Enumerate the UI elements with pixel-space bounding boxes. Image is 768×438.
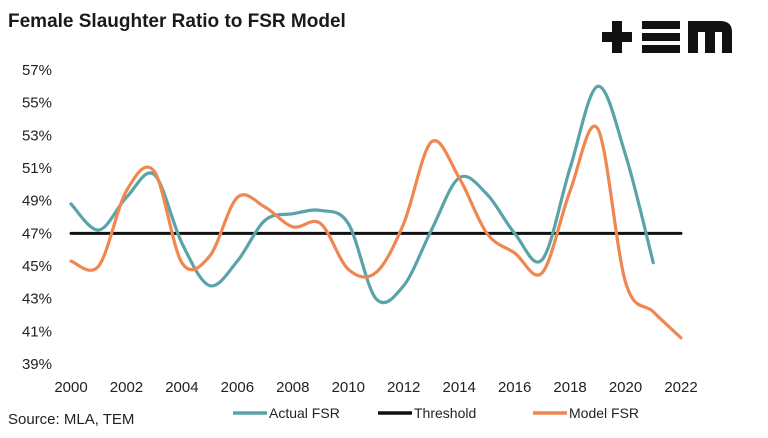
x-tick-label: 2022	[664, 379, 697, 396]
tem-logo	[602, 21, 732, 53]
y-tick-label: 39%	[22, 356, 52, 373]
legend-label-threshold: Threshold	[414, 405, 476, 421]
x-tick-label: 2010	[332, 379, 365, 396]
x-tick-label: 2014	[442, 379, 475, 396]
series-line-actual-fsr	[69, 84, 655, 305]
x-tick-label: 2016	[498, 379, 531, 396]
x-tick-label: 2020	[609, 379, 642, 396]
x-tick-label: 2018	[553, 379, 586, 396]
source-note: Source: MLA, TEM	[8, 411, 135, 428]
x-tick-label: 2008	[276, 379, 309, 396]
series-line-model-fsr	[69, 124, 683, 340]
logo-m	[688, 21, 732, 53]
y-tick-label: 49%	[22, 193, 52, 210]
logo-plus-vertical	[612, 21, 622, 53]
x-tick-label: 2012	[387, 379, 420, 396]
chart-title: Female Slaughter Ratio to FSR Model	[8, 11, 346, 32]
y-tick-label: 57%	[22, 62, 52, 79]
y-tick-label: 41%	[22, 323, 52, 340]
x-tick-label: 2002	[110, 379, 143, 396]
legend: Actual FSR Threshold Model FSR	[233, 405, 639, 421]
series-lines	[69, 84, 683, 340]
logo-e-bar-bottom	[642, 45, 680, 53]
y-tick-label: 53%	[22, 127, 52, 144]
y-tick-label: 43%	[22, 291, 52, 308]
x-tick-label: 2000	[54, 379, 87, 396]
y-tick-label: 51%	[22, 160, 52, 177]
y-tick-label: 45%	[22, 258, 52, 275]
x-axis-ticks: 2000 2002 2004 2006 2008 2010 2012 2014 2016 2018…	[54, 379, 697, 396]
y-tick-label: 55%	[22, 95, 52, 112]
x-tick-label: 2006	[221, 379, 254, 396]
logo-e-bar-top	[642, 21, 680, 29]
logo-e-bar-middle	[642, 33, 680, 41]
x-tick-label: 2004	[165, 379, 198, 396]
y-axis-ticks: 39% 41% 43% 45% 47% 49% 51% 53% 55% 57%	[22, 62, 52, 373]
legend-label-model-fsr: Model FSR	[569, 405, 639, 421]
legend-label-actual-fsr: Actual FSR	[269, 405, 340, 421]
y-tick-label: 47%	[22, 225, 52, 242]
